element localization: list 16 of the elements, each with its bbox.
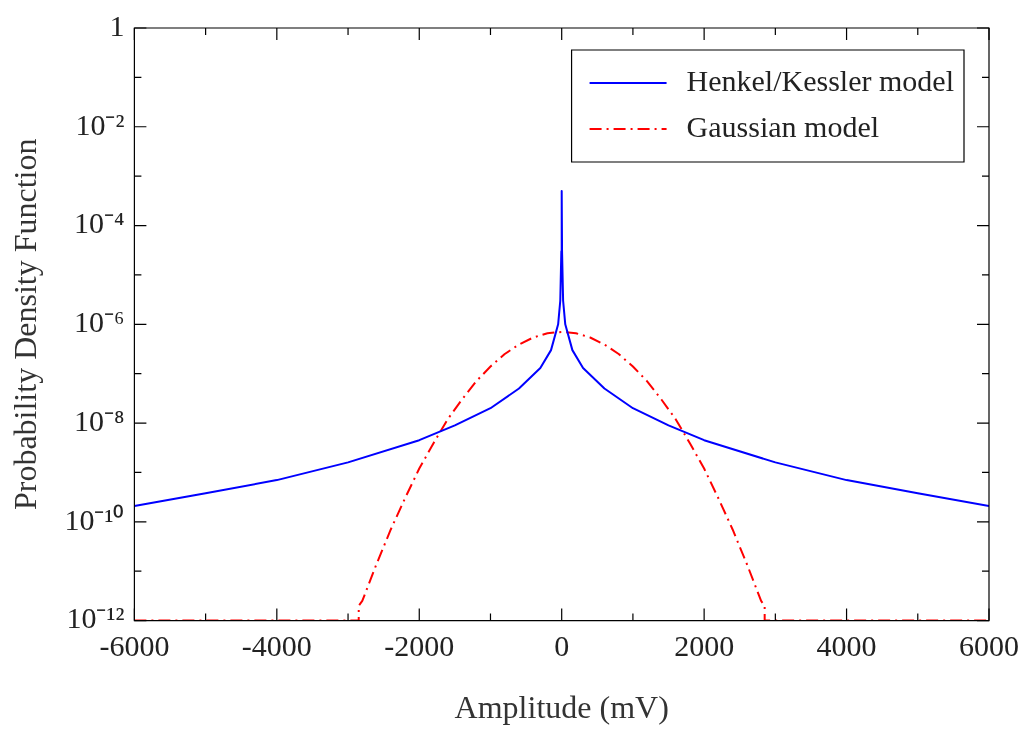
x-tick-label: 2000 <box>674 629 735 663</box>
x-tick-label: 6000 <box>959 629 1019 663</box>
x-tick-label: -2000 <box>384 629 455 663</box>
x-tick-label: 0 <box>554 629 570 663</box>
legend-label: Gaussian model <box>686 109 880 143</box>
x-axis-title: Amplitude (mV) <box>454 689 669 726</box>
y-tick-label: 10⁻⁸ <box>73 403 125 437</box>
y-axis-title: Probability Density Function <box>6 138 43 511</box>
legend-label: Henkel/Kessler model <box>686 63 954 97</box>
y-tick-label: 1 <box>109 8 125 42</box>
x-tick-label: 4000 <box>816 629 877 663</box>
y-tick-label: 10⁻⁶ <box>73 305 125 339</box>
y-tick-label: 10⁻¹⁰ <box>64 502 125 536</box>
y-tick-label: 10⁻² <box>75 107 125 141</box>
x-tick-label: -4000 <box>241 629 312 663</box>
y-tick-label: 10⁻⁴ <box>73 206 125 240</box>
